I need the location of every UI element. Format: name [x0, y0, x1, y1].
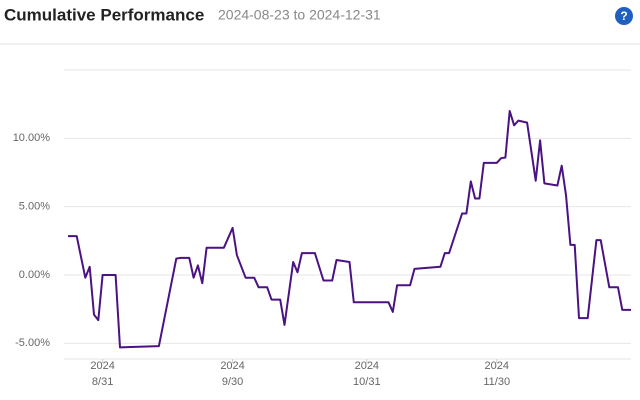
x-tick-year: 2024	[485, 360, 509, 372]
x-tick-label: 9/30	[222, 376, 243, 388]
performance-line	[68, 110, 631, 349]
chart-title: Cumulative Performance	[4, 5, 204, 24]
x-tick-year: 2024	[355, 360, 379, 372]
x-tick-label: 8/31	[92, 376, 113, 388]
help-icon[interactable]	[615, 7, 633, 25]
chart-subtitle: 2024-08-23 to 2024-12-31	[218, 7, 381, 23]
x-tick-label: 11/30	[483, 376, 510, 388]
x-tick-year: 2024	[90, 360, 114, 372]
x-tick-year: 2024	[220, 360, 244, 372]
y-tick-label: 0.00%	[19, 269, 50, 281]
help-icon-text[interactable]: ?	[620, 9, 627, 23]
x-tick-label: 10/31	[353, 376, 381, 388]
y-tick-label: -5.00%	[15, 337, 50, 349]
y-tick-label: 10.00%	[13, 132, 51, 144]
y-tick-label: 5.00%	[19, 201, 50, 213]
